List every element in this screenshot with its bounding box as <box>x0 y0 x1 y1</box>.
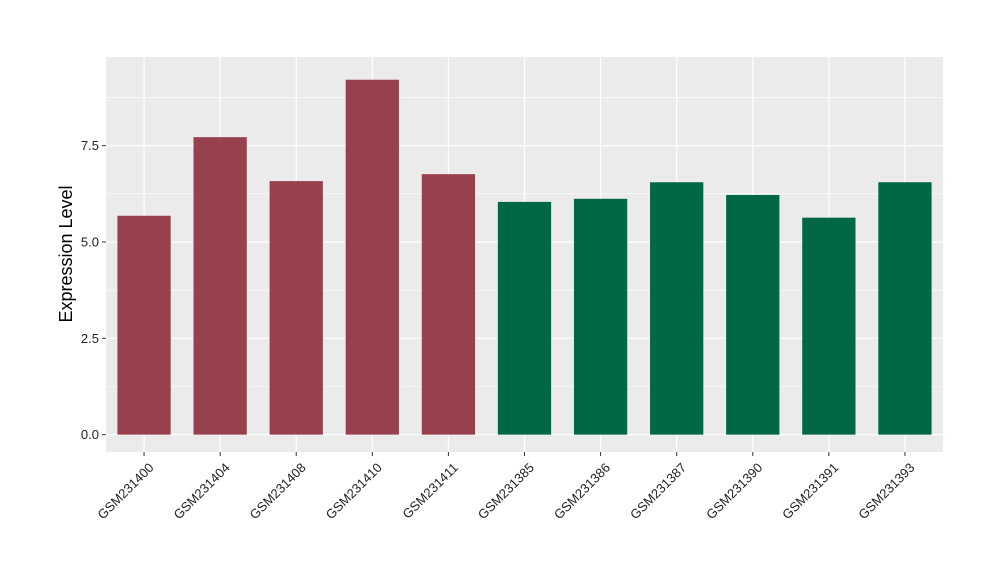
bar-GSM231387 <box>650 182 704 435</box>
y-tick-label: 0.0 <box>81 427 99 442</box>
bar-GSM231400 <box>117 215 171 435</box>
bar-GSM231404 <box>193 137 247 435</box>
y-tick-label: 5.0 <box>81 234 99 249</box>
bar-GSM231393 <box>878 182 932 435</box>
bar-GSM231386 <box>573 198 628 435</box>
bar-GSM231408 <box>269 181 323 435</box>
bar-GSM231385 <box>497 201 552 435</box>
bar-GSM231391 <box>802 217 856 435</box>
y-tick-label: 2.5 <box>81 331 99 346</box>
bar-GSM231410 <box>345 79 399 435</box>
bar-GSM231411 <box>421 174 476 435</box>
y-axis-title: Expression Level <box>56 185 76 322</box>
y-tick-label: 7.5 <box>81 138 99 153</box>
bars <box>117 79 932 435</box>
bar-GSM231390 <box>726 194 780 435</box>
y-axis: 0.0 2.5 5.0 7.5 <box>81 138 106 442</box>
